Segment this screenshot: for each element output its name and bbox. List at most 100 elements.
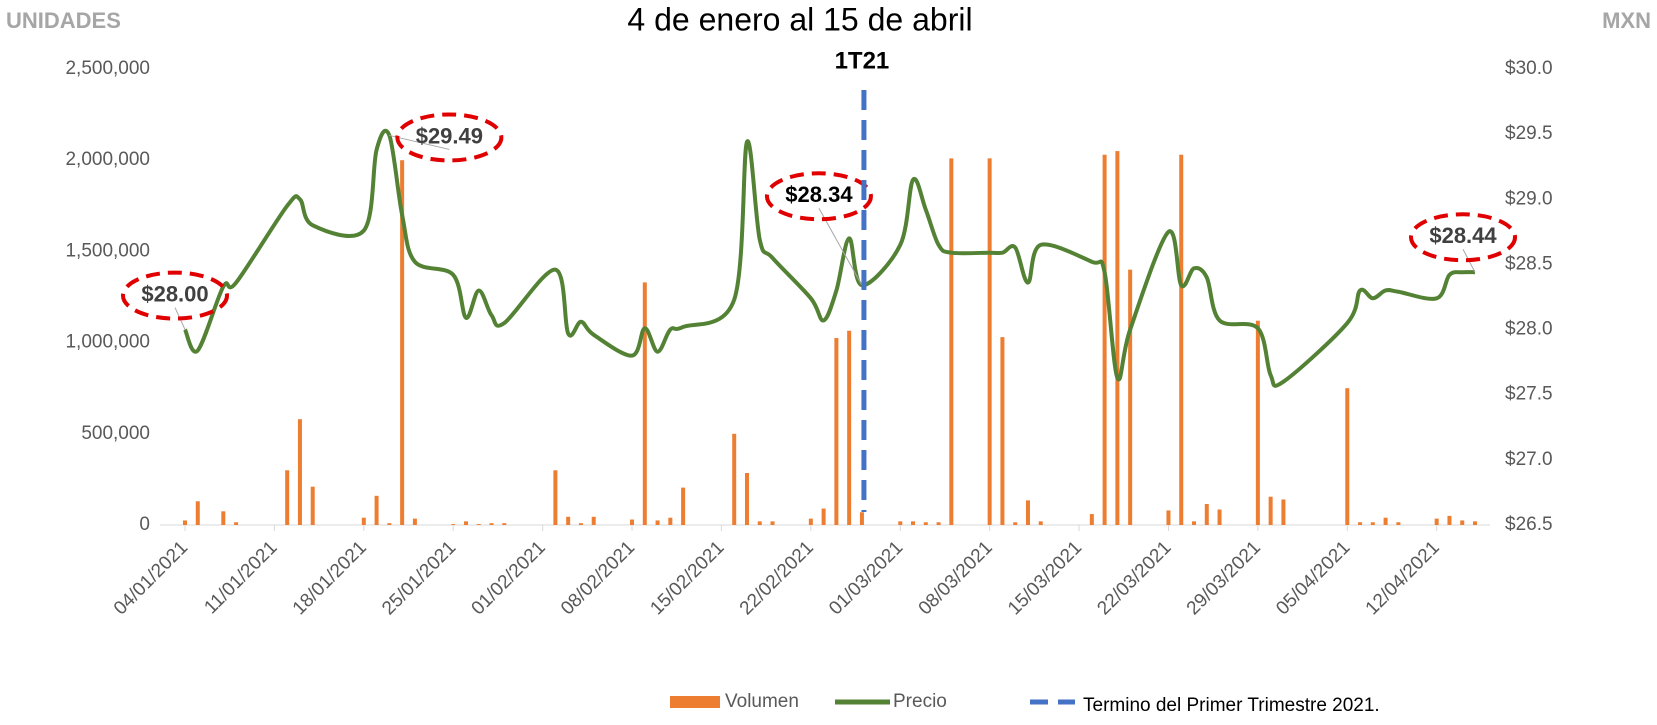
- y2-tick-label: $29.5: [1505, 123, 1553, 144]
- x-tick-label: 22/03/2021: [1093, 537, 1175, 619]
- bar: [1013, 522, 1018, 525]
- bar: [1192, 521, 1197, 525]
- chart-title: 4 de enero al 15 de abril: [627, 1, 972, 37]
- legend-label: Volumen: [725, 691, 799, 712]
- y-tick-label: 1,000,000: [65, 332, 150, 353]
- legend-label: Termino del Primer Trimestre 2021.: [1083, 695, 1380, 716]
- bar: [285, 470, 290, 525]
- bar: [681, 487, 686, 525]
- bar: [1434, 518, 1439, 525]
- y-tick-label: 500,000: [81, 423, 150, 444]
- y2-tick-label: $28.5: [1505, 253, 1553, 274]
- x-tick-label: 22/02/2021: [736, 537, 818, 619]
- x-tick-label: 01/02/2021: [468, 537, 550, 619]
- bar: [1089, 514, 1094, 525]
- bar: [1102, 154, 1107, 525]
- bar: [911, 521, 916, 525]
- x-tick-label: 11/01/2021: [200, 537, 281, 618]
- bar: [1268, 496, 1273, 525]
- bar: [834, 338, 839, 525]
- bar: [374, 495, 379, 525]
- bar: [387, 523, 392, 525]
- y2-tick-label: $27.0: [1505, 449, 1553, 470]
- bar: [489, 523, 494, 525]
- y2-tick-label: $30.0: [1505, 58, 1553, 79]
- bar: [757, 521, 762, 525]
- bar: [451, 524, 456, 525]
- bar: [1345, 388, 1350, 525]
- bar: [463, 521, 468, 525]
- x-tick-label: 08/02/2021: [557, 537, 639, 619]
- bar: [1281, 499, 1286, 525]
- x-tick-label: 25/01/2021: [378, 537, 460, 619]
- y2-axis-title: MXN: [1602, 8, 1651, 33]
- bar: [1025, 500, 1030, 525]
- y2-tick-label: $28.0: [1505, 319, 1553, 340]
- bar: [1358, 522, 1363, 525]
- y-tick-label: 1,500,000: [65, 240, 150, 261]
- bar: [936, 522, 941, 525]
- bar: [1179, 154, 1184, 525]
- bar: [744, 473, 749, 525]
- legend-label: Precio: [893, 691, 947, 712]
- bar: [732, 433, 737, 525]
- bar: [476, 524, 481, 525]
- y-axis-title: UNIDADES: [6, 8, 121, 33]
- bar: [591, 516, 596, 525]
- bar: [578, 523, 583, 525]
- y-tick-label: 2,500,000: [65, 58, 150, 79]
- annotation-ellipse: [1409, 212, 1517, 263]
- bar: [1447, 515, 1452, 525]
- y-tick-label: 0: [139, 514, 150, 535]
- x-tick-label: 18/01/2021: [289, 537, 371, 619]
- x-tick-label: 08/03/2021: [915, 537, 997, 619]
- bar: [1460, 520, 1465, 525]
- bar: [949, 158, 954, 525]
- bar: [847, 330, 852, 525]
- bar: [400, 160, 405, 525]
- bar: [898, 521, 903, 525]
- bar: [642, 282, 647, 525]
- bar: [1255, 320, 1260, 525]
- bar: [1204, 504, 1209, 525]
- x-tick-label: 04/01/2021: [110, 537, 192, 619]
- leader-line: [818, 208, 863, 286]
- bar: [234, 522, 239, 525]
- legend-swatch: [670, 696, 720, 708]
- annotation-ellipse: [395, 112, 504, 163]
- reference-label: 1T21: [835, 47, 890, 74]
- bar: [859, 512, 864, 525]
- bar: [821, 508, 826, 525]
- x-tick-label: 15/02/2021: [646, 537, 728, 619]
- y2-tick-label: $26.5: [1505, 514, 1553, 535]
- bar: [1473, 521, 1477, 525]
- bar: [770, 521, 775, 525]
- bar: [1217, 509, 1222, 525]
- data-label: $28.44: [1429, 223, 1497, 248]
- bar: [195, 501, 200, 525]
- bar: [1000, 337, 1005, 525]
- bar: [1370, 522, 1375, 525]
- x-tick-label: 01/03/2021: [825, 537, 907, 619]
- bar: [1128, 269, 1133, 525]
- bar: [221, 511, 226, 525]
- bar: [1396, 522, 1401, 525]
- x-tick-label: 15/03/2021: [1004, 537, 1086, 619]
- x-tick-label: 12/04/2021: [1362, 537, 1444, 619]
- bar: [987, 158, 992, 525]
- bar: [655, 520, 660, 525]
- data-label: $28.00: [141, 281, 208, 306]
- y2-tick-label: $29.0: [1505, 188, 1553, 209]
- bar: [361, 517, 366, 525]
- bar: [808, 518, 813, 525]
- bar: [630, 519, 635, 525]
- x-tick-label: 29/03/2021: [1183, 537, 1265, 619]
- bar: [412, 518, 417, 525]
- bar: [668, 517, 673, 525]
- bar: [923, 522, 928, 525]
- x-tick-label: 05/04/2021: [1272, 537, 1354, 619]
- bar: [1115, 151, 1120, 525]
- bar: [297, 419, 302, 525]
- annotation-ellipse: [764, 171, 873, 222]
